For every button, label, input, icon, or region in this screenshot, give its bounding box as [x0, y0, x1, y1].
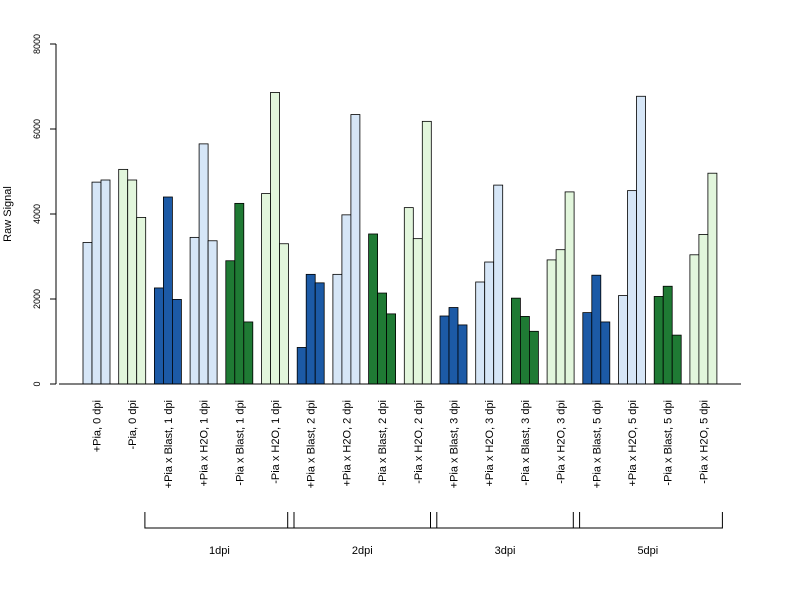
x-tick-label: -Pia, 0 dpi — [127, 400, 139, 450]
x-tick-label: -Pia x H2O, 1 dpi — [270, 400, 282, 484]
bar — [153, 287, 164, 385]
y-tick-label: 2000 — [32, 289, 42, 309]
x-tick-label: +Pia x Blast, 2 dpi — [306, 400, 318, 488]
bar — [270, 92, 280, 385]
x-tick-label: +Pia x Blast, 5 dpi — [591, 400, 603, 488]
bar — [377, 292, 388, 385]
bar — [136, 216, 147, 385]
x-tick-label: -Pia x Blast, 2 dpi — [377, 400, 389, 486]
bar — [118, 168, 129, 385]
bar — [189, 236, 200, 385]
bar — [698, 233, 709, 385]
x-tick-label: +Pia x Blast, 3 dpi — [449, 400, 461, 488]
y-axis: 0 2000 4000 6000 8000 — [32, 34, 57, 387]
bar — [198, 143, 209, 385]
bar — [341, 214, 352, 385]
bar — [636, 95, 646, 385]
bar — [412, 238, 423, 385]
bar — [591, 274, 602, 385]
x-tick-label: +Pia x H2O, 1 dpi — [199, 400, 211, 487]
bar — [448, 307, 459, 385]
bar — [457, 324, 468, 385]
x-tick-label: -Pia x Blast, 3 dpi — [520, 400, 532, 486]
y-tick-label: 0 — [32, 381, 42, 386]
bar — [279, 243, 289, 385]
bar — [707, 172, 718, 385]
bar — [82, 242, 93, 385]
bar — [305, 273, 316, 385]
bar — [91, 181, 102, 385]
group-bracket — [430, 512, 581, 529]
bar — [314, 282, 325, 385]
y-axis-label: Raw Signal — [2, 186, 14, 242]
bar — [564, 191, 575, 385]
group-bracket-label: 3dpi — [495, 545, 516, 557]
y-tick-label: 6000 — [32, 119, 42, 139]
y-tick-label: 8000 — [32, 34, 42, 54]
bar — [493, 184, 504, 385]
bar — [475, 281, 486, 385]
group-bracket — [572, 512, 723, 529]
y-tick-label: 4000 — [32, 204, 42, 224]
bar — [529, 330, 539, 385]
x-tick-label: +Pia x H2O, 2 dpi — [341, 400, 353, 487]
group-brackets: 1dpi 2dpi 3dpi 5dpi — [144, 512, 723, 557]
bar — [171, 299, 182, 385]
bar — [403, 207, 414, 385]
group-bracket — [287, 512, 438, 529]
bar — [368, 233, 379, 385]
bar — [618, 295, 628, 385]
bar — [350, 114, 361, 385]
bar — [600, 321, 611, 385]
x-tick-label: -Pia x H2O, 3 dpi — [556, 400, 568, 484]
x-tick-label: +Pia x H2O, 3 dpi — [484, 400, 496, 487]
bar — [386, 313, 397, 385]
x-tick-labels: +Pia, 0 dpi -Pia, 0 dpi +Pia x Blast, 1 dp… — [92, 400, 711, 488]
bar — [100, 179, 111, 385]
bar — [234, 202, 245, 385]
group-bracket-label: 1dpi — [209, 545, 230, 557]
bar — [296, 347, 307, 385]
bar — [243, 321, 254, 385]
x-tick-label: +Pia x H2O, 5 dpi — [627, 400, 639, 487]
bar — [207, 240, 218, 385]
bar — [627, 190, 637, 385]
bar — [671, 334, 682, 385]
bar — [439, 315, 450, 385]
group-bracket-label: 5dpi — [637, 545, 658, 557]
x-tick-label: -Pia x H2O, 2 dpi — [413, 400, 425, 484]
bar — [484, 261, 495, 385]
bar — [653, 296, 664, 385]
bar — [225, 260, 236, 385]
bar — [520, 316, 530, 385]
bars — [82, 92, 718, 385]
bar — [510, 297, 521, 385]
bar — [555, 249, 566, 385]
x-tick-label: +Pia, 0 dpi — [92, 400, 104, 452]
bar — [421, 120, 432, 385]
group-bracket — [144, 512, 295, 529]
bar — [261, 193, 271, 385]
bar — [546, 259, 557, 385]
x-tick-label: -Pia x H2O, 5 dpi — [698, 400, 710, 484]
bar — [662, 285, 673, 385]
bar — [162, 196, 173, 385]
group-bracket-label: 2dpi — [352, 545, 373, 557]
x-tick-label: -Pia x Blast, 1 dpi — [234, 400, 246, 486]
bar — [689, 254, 700, 385]
bar — [582, 312, 593, 385]
bar — [332, 273, 343, 385]
bar — [127, 179, 138, 385]
x-tick-label: +Pia x Blast, 1 dpi — [163, 400, 175, 488]
x-tick-label: -Pia x Blast, 5 dpi — [663, 400, 675, 486]
